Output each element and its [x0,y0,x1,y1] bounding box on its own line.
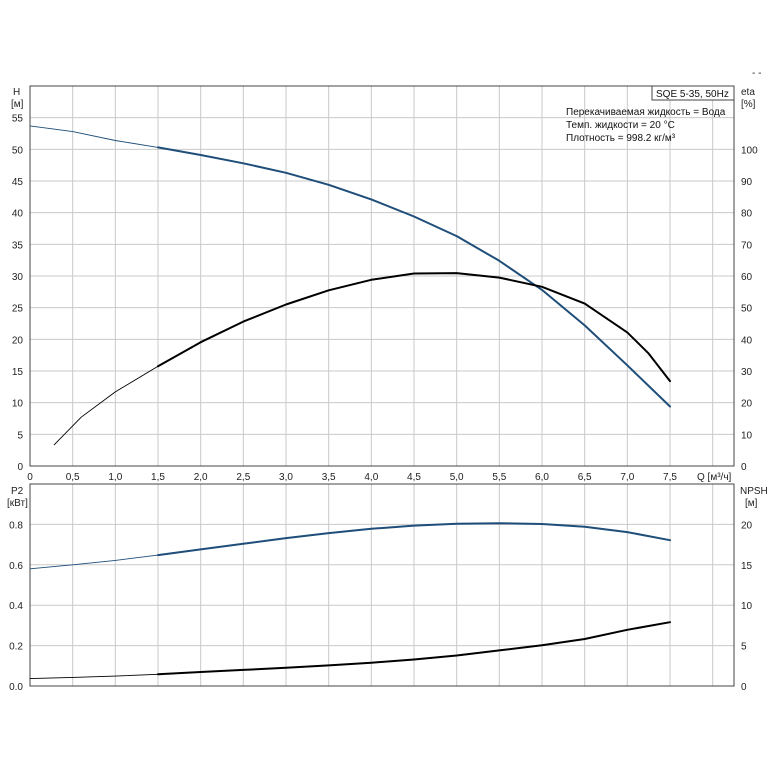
left-y-tick-label: 0 [17,462,23,473]
left-y-tick-label: 15 [12,367,24,378]
flow-axis-title: Q [м³/ч] [697,472,732,483]
efficiency-curve [157,272,671,383]
right-y-tick-label: 50 [741,304,753,315]
x-tick-label: 5,5 [492,472,506,483]
npsh-curve [157,621,671,676]
left-y-tick-label: 20 [12,335,24,346]
npsh-axis-unit: [м] [745,498,758,509]
left-y-tick-label: 0.4 [9,601,23,612]
right-y-tick-label: 0 [741,682,747,693]
right-y-tick-label: 20 [741,520,753,531]
x-tick-label: 0,5 [66,472,80,483]
head-axis-title: H [13,87,20,98]
efficiency-axis-unit: [%] [741,99,756,110]
x-tick-label: 6,0 [535,472,549,483]
power-curve-extrapolated [29,554,159,570]
x-tick-label: 4,5 [407,472,421,483]
info-box-line-fluid: Перекачиваемая жидкость = Вода [566,107,726,118]
power-axis-title: P2 [11,486,24,497]
left-y-tick-label: 35 [12,240,24,251]
left-y-tick-label: 0.2 [9,642,23,653]
left-y-tick-label: 30 [12,272,24,283]
right-y-tick-label: 5 [741,642,747,653]
right-y-tick-label: 15 [741,561,753,572]
left-y-tick-label: 5 [17,430,23,441]
x-tick-label: 5,0 [450,472,464,483]
info-box-title: SQE 5-35, 50Hz [656,89,729,100]
left-y-tick-label: 50 [12,145,24,156]
left-y-tick-label: 0.6 [9,561,23,572]
right-y-tick-label: 10 [741,430,753,441]
right-y-tick-label: 100 [741,145,758,156]
left-y-tick-label: 0.0 [9,682,23,693]
plot-frame [29,483,735,687]
x-tick-label: 2,0 [194,472,208,483]
left-y-tick-label: 10 [12,399,24,410]
info-box-line-temperature: Темп. жидкости = 20 °C [566,120,675,131]
info-box-frame [651,85,735,101]
x-tick-label: 6,5 [578,472,592,483]
right-y-tick-label: 40 [741,335,753,346]
x-tick-label: 7,5 [663,472,677,483]
x-tick-label: 7,0 [620,472,634,483]
right-y-tick-label: 20 [741,399,753,410]
right-y-tick-label: 60 [741,272,753,283]
efficiency-axis-title: eta [741,87,755,98]
left-y-tick-label: 45 [12,177,24,188]
x-tick-label: 3,0 [279,472,293,483]
head-curve-extrapolated [29,125,159,148]
head-curve [157,146,671,408]
right-y-tick-label: 0 [741,462,747,473]
npsh-curve-extrapolated [29,673,159,680]
left-y-tick-label: 55 [12,114,24,125]
right-y-tick-label: 90 [741,177,753,188]
x-tick-label: 0 [27,472,33,483]
efficiency-curve-extrapolated [53,365,159,446]
plot-frame [29,85,735,467]
x-tick-label: 1,0 [108,472,122,483]
npsh-axis-title: NPSH [740,486,768,497]
head-efficiency-tick-labels: 0 0,5 1,0 1,5 2,0 2,5 3,0 3,5 4,0 4,5 5,0 5,5 6,0 6,5… [12,114,758,483]
left-y-tick-label: 25 [12,304,24,315]
left-y-tick-label: 40 [12,209,24,220]
head-efficiency-curves [29,125,671,446]
power-axis-unit: [кВт] [7,498,28,509]
head-axis-unit: [м] [11,99,24,110]
power-curve [157,522,671,557]
left-y-tick-label: 0.8 [9,520,23,531]
x-tick-label: 4,0 [364,472,378,483]
head-efficiency-grid [29,85,735,467]
power-npsh-curves [29,522,671,680]
x-tick-label: 1,5 [151,472,165,483]
info-box-line-density: Плотность = 998.2 кг/м³ [566,133,676,144]
right-y-tick-label: 10 [741,601,753,612]
power-npsh-grid [29,483,735,687]
x-tick-label: 3,5 [322,472,336,483]
power-npsh-tick-labels: 0.0 0.2 0.4 0.6 0.8 0 5 10 15 20 [9,520,752,693]
right-y-tick-label: 30 [741,367,753,378]
right-y-tick-label: 70 [741,240,753,251]
x-tick-label: 2,5 [236,472,250,483]
right-y-tick-label: 80 [741,209,753,220]
corner-mark: - - [752,68,761,79]
